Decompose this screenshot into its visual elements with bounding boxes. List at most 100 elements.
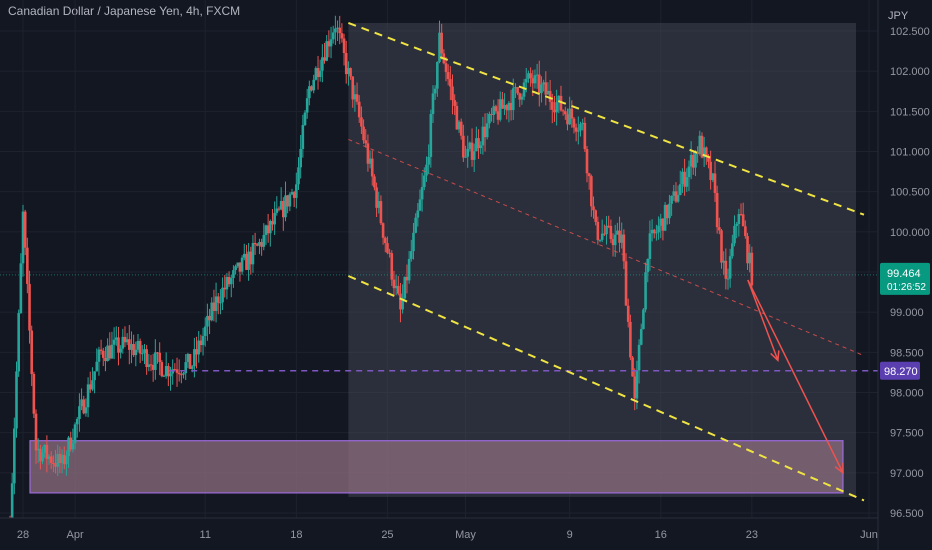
candle-body: [214, 296, 218, 312]
candle-body: [86, 384, 90, 408]
candle-body: [201, 336, 205, 346]
candle-body: [347, 68, 350, 75]
candle-body: [631, 357, 634, 377]
candle-body: [709, 161, 712, 181]
candle-body: [164, 366, 168, 376]
candle-body: [540, 84, 543, 94]
candle-body: [577, 130, 580, 132]
candle-body: [583, 122, 587, 150]
candle-body: [648, 233, 652, 260]
candle-body: [427, 156, 430, 165]
candle-body: [219, 302, 222, 304]
candle-body: [78, 406, 81, 419]
last-price-badge: [880, 262, 930, 295]
candle-body: [334, 28, 337, 33]
candle-body: [652, 229, 656, 234]
candle-body: [470, 142, 474, 160]
candle-body: [19, 263, 23, 314]
candle-body: [21, 211, 25, 264]
candle-body: [17, 313, 20, 372]
candle-body: [236, 262, 240, 267]
candle-body: [106, 345, 109, 362]
candle-body: [275, 208, 279, 213]
candle-body: [659, 218, 663, 226]
candle-body: [453, 100, 456, 106]
candle-body: [741, 214, 745, 227]
candle-body: [509, 102, 513, 111]
price-axis-unit: JPY: [888, 10, 909, 22]
channel-lower-line: [347, 275, 865, 502]
candle-body: [687, 166, 691, 178]
candle-body: [190, 366, 194, 369]
candle-body: [318, 70, 322, 78]
candle-body: [605, 225, 608, 235]
candle-body: [396, 285, 400, 294]
candle-body: [550, 101, 554, 110]
candle-body: [67, 437, 70, 457]
candle-body: [130, 343, 133, 350]
candle-body: [700, 135, 704, 158]
candle-body: [412, 232, 415, 252]
candle-body: [696, 151, 699, 154]
candle-body: [466, 148, 469, 157]
candle-body: [303, 112, 307, 126]
candle-body: [592, 206, 595, 211]
candle-body: [242, 253, 246, 258]
candle-body: [301, 125, 305, 149]
candle-body: [299, 148, 302, 168]
last-price-countdown: 01:26:52: [887, 282, 926, 293]
candle-body: [188, 353, 192, 369]
candle-body: [360, 117, 363, 127]
candle-body: [414, 217, 417, 233]
candle-body: [446, 72, 450, 80]
candle-body: [314, 68, 318, 80]
candle-body: [657, 225, 660, 233]
candle-body: [449, 79, 452, 87]
candle-body: [327, 41, 331, 47]
price-axis[interactable]: JPY 102.500 102.000 101.500 101.000 100.500 10…: [878, 0, 932, 550]
candle-body: [537, 74, 541, 94]
candle-body: [514, 87, 517, 89]
candle-body: [262, 234, 266, 247]
candle-body: [750, 252, 754, 286]
candle-body: [308, 86, 311, 99]
candle-body: [388, 252, 391, 254]
candle-body: [407, 258, 411, 281]
candle-body: [598, 239, 602, 241]
candle-body: [325, 41, 329, 61]
candle-body: [110, 344, 114, 359]
candle-body: [722, 260, 725, 263]
candle-body: [247, 251, 250, 270]
candle-body: [186, 353, 190, 363]
candle-body: [229, 278, 233, 285]
candle-body: [633, 376, 637, 399]
demand-zone-layer: [29, 440, 844, 494]
candle-body: [379, 201, 383, 224]
candle-body: [75, 418, 79, 425]
candle-body: [292, 192, 296, 198]
candle-body: [162, 375, 166, 377]
candle-body: [134, 349, 138, 356]
candle-body: [731, 243, 734, 257]
drawing-lines: [0, 22, 878, 502]
candle-body: [392, 279, 396, 289]
candle-body: [548, 90, 552, 102]
candle-body: [238, 262, 242, 272]
price-tick-label: 98.000: [890, 388, 924, 400]
candle-body: [132, 343, 135, 356]
candle-body: [355, 94, 359, 102]
candle-body: [99, 349, 103, 351]
candle-body: [663, 204, 667, 231]
channel-box: [348, 22, 856, 497]
candle-body: [169, 373, 172, 377]
candle-body: [271, 220, 274, 225]
candle-body: [542, 82, 545, 85]
candle-body: [362, 126, 365, 141]
candle-body: [184, 362, 188, 374]
candle-body: [522, 82, 526, 97]
candle-body: [277, 208, 281, 210]
time-tick-label: 23: [746, 529, 758, 541]
time-tick-label: 16: [655, 529, 667, 541]
